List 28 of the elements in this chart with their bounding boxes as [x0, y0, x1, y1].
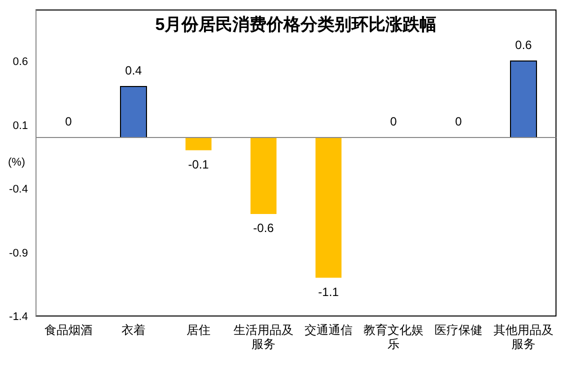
x-tick-label: 食品烟酒 [44, 323, 92, 337]
bar [250, 138, 276, 214]
y-tick-label: 0.1 [12, 120, 28, 132]
x-tick-label: 医疗保健 [434, 323, 482, 337]
x-tick-label: 生活用品及服务 [234, 323, 294, 351]
bar [120, 86, 147, 138]
x-tick-label: 其他用品及服务 [494, 323, 554, 351]
y-tick-label: -0.9 [9, 247, 28, 260]
x-tick-label: 教育文化娱乐 [364, 323, 424, 351]
data-label: 0.4 [125, 64, 142, 78]
data-label: 0.6 [515, 38, 532, 52]
x-tick-label: 居住 [186, 323, 210, 337]
bar [510, 60, 537, 138]
data-label: -0.1 [188, 157, 210, 172]
y-tick-label: 0.6 [12, 56, 28, 68]
data-label: 0 [455, 114, 462, 128]
y-tick-label: -0.4 [9, 184, 28, 196]
chart-title: 5月份居民消费价格分类别环比涨跌幅 [155, 15, 437, 34]
x-tick-label: 交通通信 [304, 323, 352, 337]
data-label: -1.1 [318, 284, 340, 299]
y-axis-title: (%) [8, 156, 26, 168]
bar [186, 138, 212, 150]
bar [316, 138, 342, 278]
x-tick-label: 衣着 [122, 323, 146, 337]
y-tick-label: -1.4 [9, 311, 28, 323]
data-label: 0 [65, 114, 72, 128]
data-label: -0.6 [253, 221, 274, 235]
data-label: 0 [390, 114, 398, 128]
